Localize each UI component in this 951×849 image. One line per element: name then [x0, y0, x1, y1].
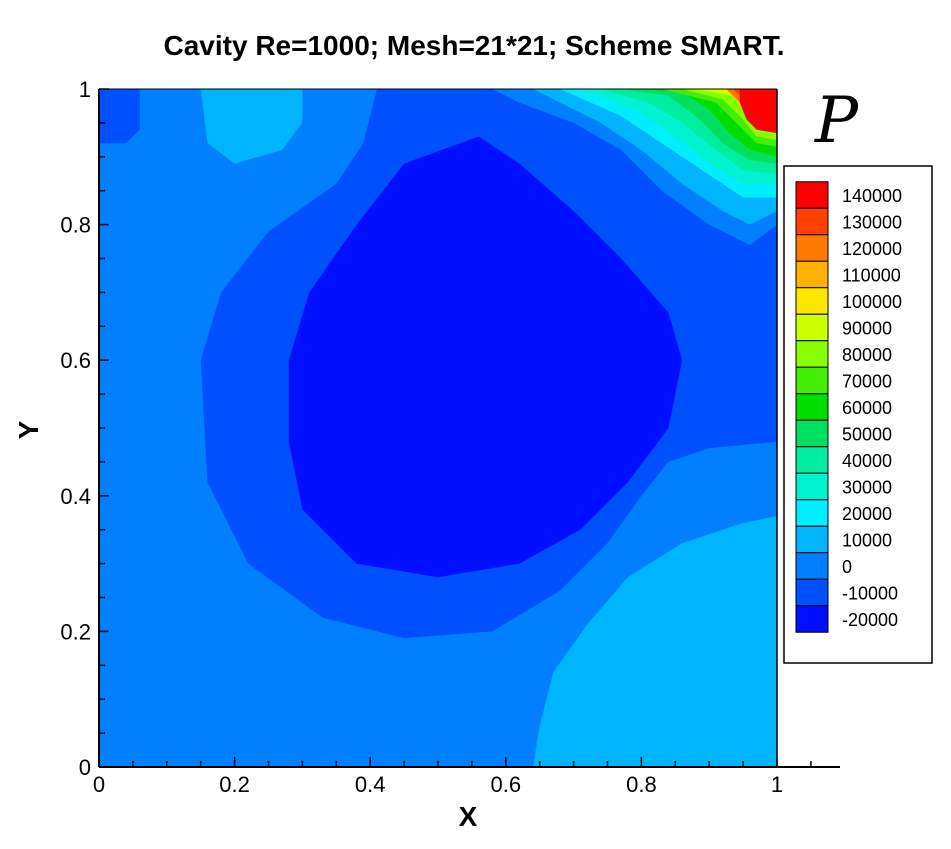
legend-label: 130000	[842, 213, 902, 233]
x-tick-label: 0.4	[355, 772, 386, 797]
legend-label: 70000	[842, 372, 892, 392]
legend-label: 120000	[842, 239, 902, 259]
plot-area	[99, 89, 777, 767]
legend-label: 0	[842, 557, 852, 577]
legend-label: 60000	[842, 398, 892, 418]
x-tick-label: 0	[93, 772, 105, 797]
legend-label: 110000	[842, 266, 901, 286]
legend-swatch	[795, 181, 829, 209]
chart-title: Cavity Re=1000; Mesh=21*21; Scheme SMART…	[164, 30, 785, 61]
y-tick-label: 0.2	[60, 619, 91, 644]
legend-swatch	[795, 313, 829, 342]
contour-region	[99, 89, 140, 144]
legend-label: 140000	[842, 186, 902, 206]
legend: 1400001300001200001100001000009000080000…	[783, 165, 933, 664]
legend-swatch	[795, 472, 829, 501]
contour-region	[532, 516, 777, 767]
legend-label: 40000	[842, 451, 892, 471]
legend-swatch	[795, 499, 829, 527]
x-tick-label: 0.2	[219, 772, 250, 797]
y-tick-label: 0.8	[60, 213, 91, 238]
legend-swatch	[795, 525, 829, 554]
legend-swatch	[795, 446, 829, 474]
legend-label: 20000	[842, 504, 892, 524]
legend-label: 50000	[842, 425, 892, 445]
legend-swatch	[795, 340, 829, 368]
y-tick-label: 0.4	[60, 484, 91, 509]
x-tick-label: 0.8	[626, 772, 657, 797]
legend-swatch	[795, 234, 829, 262]
legend-label: -10000	[842, 584, 898, 604]
legend-swatch	[795, 260, 829, 289]
x-tick-label: 1	[771, 772, 783, 797]
legend-label: 80000	[842, 345, 892, 365]
legend-label: 10000	[842, 531, 892, 551]
legend-swatch	[795, 393, 829, 421]
legend-label: 100000	[842, 292, 902, 312]
legend-swatch	[795, 207, 829, 236]
y-tick-label: 1	[79, 77, 91, 102]
legend-label: 90000	[842, 319, 892, 339]
y-tick-label: 0.6	[60, 348, 91, 373]
legend-label: 30000	[842, 478, 892, 498]
legend-swatch	[795, 366, 829, 395]
legend-swatch	[795, 605, 829, 633]
x-axis-label: X	[459, 801, 478, 832]
legend-swatch	[795, 287, 829, 315]
y-axis-label: Y	[13, 420, 44, 439]
legend-swatch	[795, 552, 829, 580]
contour-region	[200, 89, 303, 164]
contour-region	[356, 265, 581, 523]
legend-swatch	[795, 578, 829, 607]
legend-swatch	[795, 419, 829, 448]
x-axis-ticks: 0 0.2 0.4 0.6 0.8 1	[93, 757, 812, 797]
y-axis-ticks: 0 0.2 0.4 0.6 0.8 1	[60, 77, 109, 780]
x-tick-label: 0.6	[491, 772, 522, 797]
contour-region	[739, 89, 777, 134]
legend-items: 1400001300001200001100001000009000080000…	[795, 181, 902, 633]
legend-label: -20000	[842, 610, 898, 630]
contour-regions	[99, 89, 777, 767]
y-tick-label: 0	[79, 755, 91, 780]
variable-name: P	[814, 84, 859, 158]
